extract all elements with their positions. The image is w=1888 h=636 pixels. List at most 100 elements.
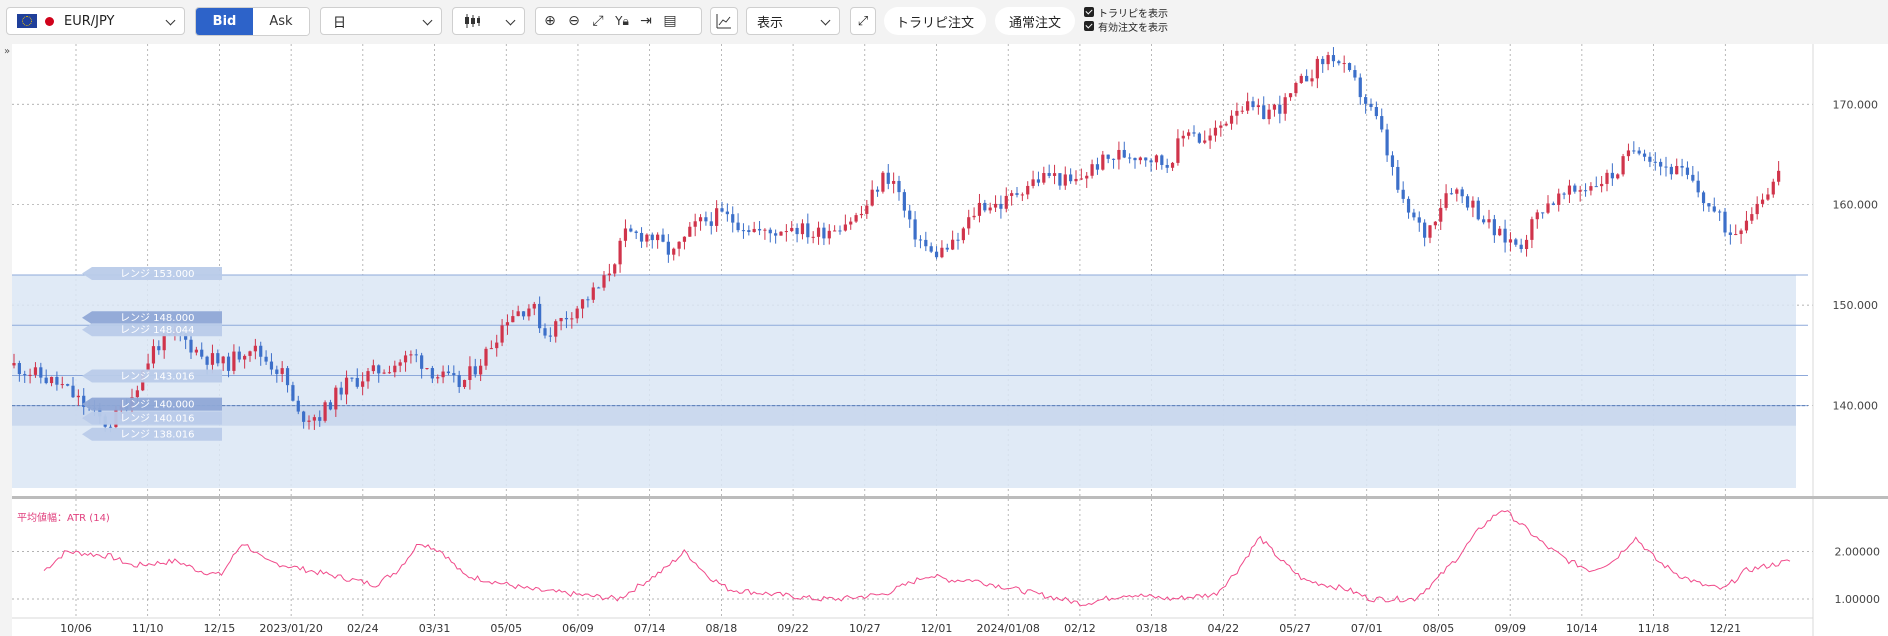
candle-down	[720, 208, 724, 212]
zoom-out-icon[interactable]: ⊖	[568, 13, 580, 29]
candle-up	[1219, 125, 1223, 128]
candle-up	[334, 387, 338, 410]
candle-down	[457, 375, 461, 387]
x-tick-label: 11/18	[1638, 622, 1670, 635]
candle-up	[1063, 174, 1067, 186]
candle-down	[661, 234, 665, 242]
candle-down	[597, 287, 601, 289]
candle-up	[1578, 190, 1582, 192]
zoom-in-icon[interactable]: ⊕	[544, 13, 556, 29]
candle-down	[420, 355, 424, 369]
add-indicator-icon[interactable]	[710, 7, 738, 35]
candle-up	[243, 355, 247, 360]
candle-down	[1573, 185, 1577, 192]
candle-down	[822, 227, 826, 239]
symbol-label: EUR/JPY	[64, 13, 115, 29]
candle-up	[33, 367, 38, 375]
range-label-tag	[82, 397, 222, 411]
candle-down	[291, 385, 295, 401]
candle-down	[538, 303, 542, 329]
candle-up	[811, 236, 815, 238]
candle-up	[511, 316, 515, 323]
torarepi-order-button[interactable]: トラリピ注文	[884, 7, 986, 35]
candle-down	[318, 417, 322, 421]
symbol-select[interactable]: EUR/JPY	[6, 7, 185, 35]
candle-up	[1288, 93, 1293, 98]
candle-up	[76, 395, 80, 398]
report-icon[interactable]: ▤	[663, 13, 677, 29]
range-label-text: レンジ 143.016	[120, 371, 195, 382]
candle-down	[446, 371, 451, 374]
candle-up	[559, 317, 563, 322]
candle-down	[355, 377, 359, 387]
candle-down	[1696, 180, 1700, 193]
collapse-icon[interactable]: »	[4, 46, 10, 57]
candle-down	[1106, 154, 1110, 159]
candle-up	[715, 208, 719, 226]
period-label: 日	[333, 15, 347, 31]
ask-button[interactable]: Ask	[252, 8, 309, 35]
candle-down	[634, 231, 638, 233]
y-lock-icon[interactable]: Y🔒︎	[615, 13, 629, 28]
period-select[interactable]: 日	[320, 7, 442, 35]
candle-down	[44, 377, 48, 384]
candle-down	[666, 241, 670, 255]
display-options: トラリピを表示 有効注文を表示	[1084, 5, 1168, 34]
candle-up	[1455, 189, 1459, 194]
candle-up	[1498, 228, 1502, 236]
candle-down	[999, 203, 1003, 209]
candle-down	[1659, 161, 1663, 167]
candle-down	[1642, 153, 1647, 157]
normal-order-button[interactable]: 通常注文	[995, 7, 1075, 35]
candle-down	[1278, 104, 1282, 114]
candle-up	[500, 325, 504, 343]
candle-up	[371, 365, 375, 372]
atr-tick-label: 2.00000	[1835, 546, 1881, 559]
candle-up	[763, 229, 767, 231]
bid-button[interactable]: Bid	[196, 8, 253, 35]
range-label-tag	[82, 311, 222, 325]
candle-down	[774, 233, 778, 236]
candle-down	[1583, 190, 1588, 192]
chart-tools-group: ⊕ ⊖ ⤢ Y🔒︎ ⇥ ▤	[535, 7, 702, 35]
candle-up	[1203, 140, 1207, 143]
candle-up	[1213, 127, 1218, 136]
checkbox-checked-icon	[1084, 21, 1094, 31]
x-tick-label: 03/31	[419, 622, 451, 635]
show-torarepi-checkbox[interactable]: トラリピを表示	[1084, 5, 1168, 20]
candle-up	[677, 241, 681, 249]
candle-down	[302, 411, 306, 422]
candle-up	[1755, 203, 1759, 215]
candle-down	[71, 385, 75, 398]
panel-divider[interactable]	[12, 496, 1888, 499]
x-tick-label: 05/05	[490, 622, 522, 635]
display-select[interactable]: 表示	[746, 7, 840, 35]
chart-type-select[interactable]	[452, 7, 525, 35]
candle-up	[1224, 123, 1228, 126]
candle-down	[285, 368, 290, 386]
chevron-down-icon	[820, 15, 831, 26]
fit-icon[interactable]: ⤢	[592, 13, 604, 29]
show-torarepi-label: トラリピを表示	[1098, 8, 1168, 20]
candle-up	[1750, 214, 1754, 221]
scroll-end-icon[interactable]: ⇥	[640, 13, 652, 29]
candle-up	[1777, 170, 1781, 182]
range-label-text: レンジ 148.044	[120, 325, 195, 336]
candle-up	[253, 345, 257, 352]
candle-up	[1471, 200, 1475, 208]
candle-down	[473, 366, 477, 375]
candle-up	[232, 351, 236, 371]
range-label-text: レンジ 148.000	[120, 313, 195, 324]
candle-down	[1723, 211, 1727, 233]
candle-up	[60, 384, 64, 386]
atr-title: 平均値幅：ATR (14)	[17, 511, 110, 524]
candle-up	[1294, 82, 1298, 94]
candle-down	[1648, 156, 1652, 162]
candle-down	[66, 384, 70, 386]
candle-down	[886, 172, 890, 184]
show-active-orders-checkbox[interactable]: 有効注文を表示	[1084, 19, 1168, 34]
candle-down	[1192, 132, 1196, 134]
expand-icon[interactable]: ⤢	[850, 7, 876, 35]
price-tick-label: 150.000	[1833, 299, 1879, 312]
